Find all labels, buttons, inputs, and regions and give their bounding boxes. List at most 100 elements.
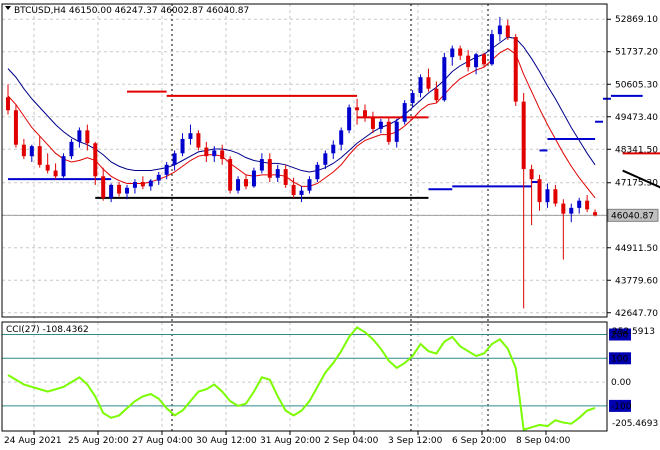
candle-bull: [29, 146, 34, 157]
candle-bull: [474, 54, 479, 68]
candle-bull: [339, 130, 344, 145]
symbol-line: BTCUSD,H4 46150.00 46247.37 46002.87 460…: [14, 6, 249, 16]
price-tick-label: 49473.40: [615, 113, 658, 123]
candle-bear: [45, 164, 50, 171]
cci-plot: [2, 326, 607, 431]
candle-bear: [363, 110, 367, 118]
candle-bear: [283, 169, 288, 185]
candle-bull: [323, 153, 328, 165]
candle-bear: [458, 48, 463, 56]
candle-bull: [164, 164, 169, 175]
candle-bull: [315, 164, 320, 180]
time-tick-label: 24 Aug 2021: [4, 436, 62, 446]
candle-bear: [37, 146, 42, 165]
candle-bear: [6, 97, 10, 111]
candle-bear: [370, 117, 375, 129]
candle-bear: [553, 189, 558, 204]
candle-bear: [513, 37, 518, 102]
candle-bear: [585, 200, 590, 210]
candle-bear: [117, 184, 122, 194]
price-tick-label: 44911.50: [615, 244, 658, 254]
candle-bull: [299, 190, 304, 195]
candle-bull: [545, 189, 550, 203]
candlesticks: [6, 16, 598, 309]
candle-bull: [418, 77, 423, 94]
candle-bear: [529, 169, 534, 180]
candle-bull: [577, 200, 582, 208]
price-tick-label: 50605.30: [615, 80, 658, 90]
time-tick-label: 31 Aug 20:00: [260, 436, 321, 446]
candle-bear: [267, 159, 272, 178]
candle-bull: [236, 179, 241, 191]
candle-bull: [132, 182, 137, 188]
candle-bull: [156, 174, 161, 181]
candle-bull: [172, 153, 177, 165]
candle-bear: [220, 150, 225, 160]
time-tick-label: 6 Sep 20:00: [452, 436, 507, 446]
cci-level-box: [609, 328, 631, 341]
time-tick-label: 8 Sep 04:00: [516, 436, 571, 446]
time-tick-label: 30 Aug 12:00: [196, 436, 257, 446]
candle-bear: [505, 25, 510, 38]
candle-bull: [69, 141, 74, 157]
candle-bear: [426, 77, 431, 89]
cci-level-label: 100: [611, 354, 628, 364]
cci-scale-bottom: -205.4693: [612, 419, 658, 429]
candle-bull: [307, 179, 312, 191]
candle-bull: [188, 133, 193, 139]
cci-label: CCI(27) -108.4362: [6, 325, 89, 335]
candle-bear: [204, 147, 209, 157]
price-tick-label: 43779.60: [615, 276, 658, 286]
candle-bull: [497, 25, 502, 35]
current-price-box: [607, 208, 659, 222]
candle-bear: [482, 54, 486, 65]
candle-bear: [53, 170, 58, 177]
candle-bull: [347, 107, 352, 131]
price-tick-label: 48341.50: [615, 145, 658, 155]
price-tick-label: 42647.70: [615, 309, 658, 319]
candle-bull: [394, 121, 399, 142]
candle-bear: [13, 110, 18, 145]
candle-bear: [101, 176, 106, 198]
candle-bull: [212, 150, 217, 157]
triangle-down-icon[interactable]: [5, 6, 11, 10]
candle-bear: [93, 143, 98, 177]
vertical-grid: [33, 4, 547, 431]
candle-bull: [61, 156, 66, 177]
cci-level-box: [609, 399, 631, 412]
candle-bear: [561, 203, 566, 214]
candle-bull: [331, 144, 336, 154]
candle-bull: [275, 169, 280, 178]
candle-bear: [521, 101, 526, 170]
cci-level-label: 200: [611, 331, 628, 341]
candle-bull: [410, 93, 415, 104]
candle-bull: [109, 184, 114, 198]
candle-bull: [180, 138, 185, 154]
time-tick-label: 2 Sep 04:00: [324, 436, 379, 446]
candle-bull: [450, 48, 455, 58]
indicator-pane-frame: [1, 321, 608, 432]
candle-bear: [244, 179, 248, 187]
price-pane-frame: [1, 3, 608, 318]
candle-bear: [85, 130, 90, 144]
cci-line: [7, 326, 596, 431]
axes: 52869.10 51737.20 50605.30 49473.40 48341.50…: [1, 3, 659, 446]
ma-slow-line: [7, 36, 596, 173]
price-tick-label: 52869.10: [615, 15, 658, 25]
price-tick-label: 51737.20: [615, 48, 658, 58]
candle-bear: [593, 212, 598, 216]
candle-bull: [259, 159, 264, 171]
price-tick-label: 47175.30: [615, 179, 658, 189]
candle-bear: [140, 182, 145, 187]
candle-bull: [378, 121, 383, 129]
candle-bear: [196, 133, 201, 148]
cci-level-box: [609, 352, 631, 365]
symbol-header: BTCUSD,H4 46150.00 46247.37 46002.87 460…: [5, 6, 249, 16]
candle-bear: [228, 159, 233, 191]
candle-bear: [355, 107, 360, 111]
candle-bear: [537, 179, 542, 203]
trendline: [622, 169, 660, 189]
current-price-label: 46040.87: [611, 211, 654, 221]
time-tick-label: 3 Sep 12:00: [388, 436, 443, 446]
